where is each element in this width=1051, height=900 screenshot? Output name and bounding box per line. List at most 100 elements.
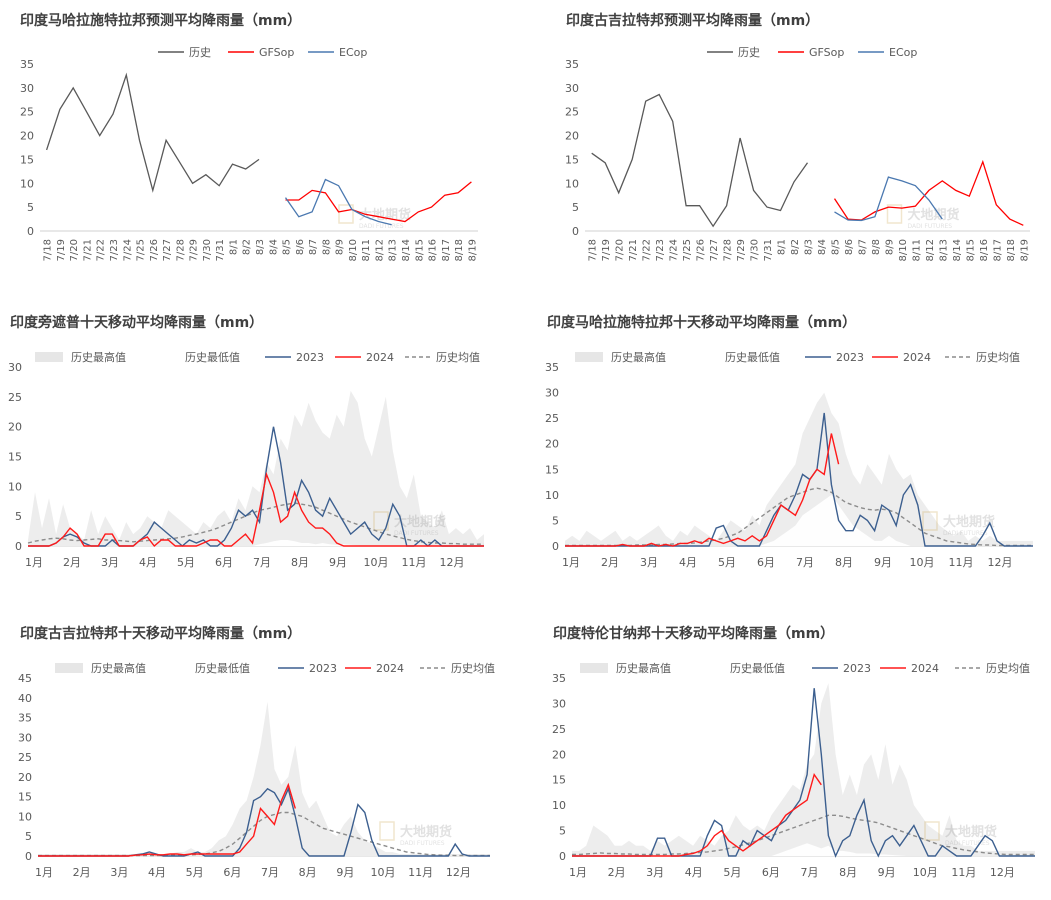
x-tick-label: 9月: [878, 866, 896, 879]
x-tick-label: 12月: [988, 556, 1013, 569]
x-tick-label: 7/26: [149, 239, 160, 261]
x-tick-label: 7/18: [43, 239, 54, 261]
watermark-text: 大地期货: [400, 824, 452, 840]
x-tick-label: 8/6: [844, 239, 855, 255]
x-tick-label: 7/24: [122, 239, 133, 261]
x-tick-label: 8/19: [467, 239, 478, 261]
x-tick-label: 8/1: [777, 239, 788, 255]
y-tick-label: 30: [20, 82, 34, 95]
x-tick-label: 7/31: [763, 239, 774, 261]
y-tick-label: 25: [8, 391, 22, 404]
y-tick-label: 30: [8, 361, 22, 374]
legend-label: 2023: [836, 351, 864, 364]
legend-swatch: [575, 352, 603, 362]
legend-label: 历史均值: [986, 662, 1030, 675]
legend-label: 历史最低值: [730, 662, 785, 675]
x-tick-label: 8/19: [1019, 239, 1030, 261]
x-tick-label: 11月: [408, 866, 433, 879]
x-tick-label: 7/20: [615, 239, 626, 261]
x-tick-label: 3月: [646, 866, 664, 879]
legend-label: 历史最低值: [725, 351, 780, 364]
series-line: [834, 176, 943, 222]
x-tick-label: 8/17: [992, 239, 1003, 261]
watermark-text: 大地期货: [394, 514, 446, 530]
x-tick-label: 10月: [913, 866, 938, 879]
y-tick-label: 20: [552, 748, 566, 761]
chart-title: 印度特伦甘纳邦十天移动平均降雨量（mm）: [553, 626, 835, 642]
y-tick-label: 15: [565, 153, 579, 166]
x-tick-label: 10月: [371, 866, 396, 879]
y-tick-label: 20: [545, 438, 559, 451]
x-tick-label: 7/19: [56, 239, 67, 261]
x-tick-label: 7/24: [669, 239, 680, 261]
y-tick-label: 5: [25, 830, 32, 843]
x-tick-label: 7月: [261, 866, 279, 879]
legend-label: 历史最低值: [195, 662, 250, 675]
series-line: [591, 93, 809, 228]
y-tick-label: 10: [18, 810, 32, 823]
x-tick-label: 1月: [25, 556, 43, 569]
legend-label: 2024: [903, 351, 931, 364]
watermark-logo-icon: [922, 511, 938, 531]
legend-label: GFSop: [259, 46, 294, 59]
x-tick-label: 8/10: [348, 239, 359, 261]
legend-swatch: [580, 663, 608, 673]
y-tick-label: 30: [565, 82, 579, 95]
watermark-text: 大地期货: [943, 514, 995, 530]
y-tick-label: 5: [27, 201, 34, 214]
x-tick-label: 8/8: [321, 239, 332, 255]
x-tick-label: 3月: [640, 556, 658, 569]
x-tick-label: 8/14: [401, 239, 412, 261]
x-tick-label: 4月: [139, 556, 157, 569]
legend-label: 历史均值: [976, 351, 1020, 364]
x-tick-label: 8/12: [925, 239, 936, 261]
x-tick-label: 8/1: [228, 239, 239, 255]
x-tick-label: 8/11: [911, 239, 922, 261]
x-tick-label: 8/9: [884, 239, 895, 255]
legend-label: 2024: [376, 662, 404, 675]
y-tick-label: 25: [545, 412, 559, 425]
y-tick-label: 35: [20, 58, 34, 71]
x-tick-label: 1月: [562, 556, 580, 569]
x-tick-label: 2月: [73, 866, 91, 879]
y-tick-label: 25: [20, 106, 34, 119]
legend-label: 历史最高值: [91, 661, 146, 675]
x-tick-label: 7/21: [628, 239, 639, 261]
chart-title: 印度古吉拉特邦十天移动平均降雨量（mm）: [20, 626, 302, 642]
y-tick-label: 10: [565, 177, 579, 190]
area-historical-min: [565, 494, 1033, 546]
x-tick-label: 2月: [608, 866, 626, 879]
x-tick-label: 7/22: [96, 239, 107, 261]
legend-label: 历史最高值: [71, 350, 126, 364]
legend-swatch: [35, 352, 63, 362]
series-line: [45, 72, 260, 193]
x-tick-label: 5月: [177, 556, 195, 569]
y-tick-label: 0: [27, 225, 34, 238]
x-tick-label: 8/15: [414, 239, 425, 261]
x-tick-label: 9月: [329, 556, 347, 569]
x-tick-label: 8/7: [308, 239, 319, 255]
x-tick-label: 8/10: [898, 239, 909, 261]
x-tick-label: 6月: [757, 556, 775, 569]
x-tick-label: 6月: [215, 556, 233, 569]
x-tick-label: 4月: [685, 866, 703, 879]
series-2024: [565, 433, 840, 547]
series-2024: [38, 782, 296, 857]
y-tick-label: 35: [18, 712, 32, 725]
x-tick-label: 1月: [569, 866, 587, 879]
x-tick-label: 7月: [253, 556, 271, 569]
y-tick-label: 0: [559, 850, 566, 863]
x-tick-label: 2月: [63, 556, 81, 569]
y-tick-label: 45: [18, 672, 32, 685]
x-tick-label: 9月: [874, 556, 892, 569]
x-tick-label: 8月: [835, 556, 853, 569]
legend-swatch: [55, 663, 83, 673]
series-line: [285, 181, 472, 223]
